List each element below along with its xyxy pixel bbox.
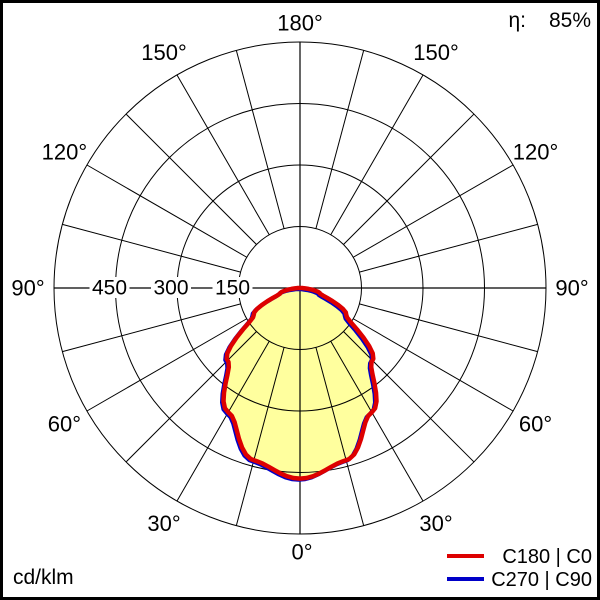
radial-axis-labels: 150 300 450 <box>89 277 253 300</box>
grid-spoke <box>125 331 257 463</box>
grid-spoke <box>62 303 241 353</box>
legend-item-c270-c90: C270 | C90 <box>447 569 592 591</box>
legend-item-c180-c0: C180 | C0 <box>447 546 592 568</box>
grid-spoke <box>359 303 538 353</box>
angle-tick-label: 90° <box>11 276 44 301</box>
radial-tick-label: 150 <box>215 277 250 300</box>
angle-tick-label: 90° <box>555 276 588 301</box>
unit-label: cd/klm <box>13 566 74 589</box>
angle-tick-label: 150° <box>413 40 459 65</box>
angle-tick-label: 60° <box>48 412 81 437</box>
grid-spoke <box>176 341 270 502</box>
grid-spoke <box>86 164 247 258</box>
radial-label-chip <box>212 277 253 298</box>
angle-axis-labels: 0° 30° 30° 60° 60° 90° 90° 120° 120° 150° 150° 180° <box>11 11 588 565</box>
radial-label-chip <box>151 277 191 298</box>
grid-spoke <box>125 113 257 245</box>
grid-spoke <box>343 331 475 463</box>
efficiency-readout: η: 85% <box>508 9 591 32</box>
grid-spoke <box>359 223 538 273</box>
angle-tick-label: 0° <box>291 540 312 565</box>
angle-tick-label: 120° <box>513 140 559 165</box>
angle-tick-label: 150° <box>141 40 187 65</box>
angle-tick-label: 120° <box>42 140 88 165</box>
angle-tick-label: 30° <box>419 511 452 536</box>
grid-spoke <box>235 347 285 526</box>
grid-spoke <box>330 341 424 502</box>
grid-spoke <box>353 164 514 258</box>
grid-spoke <box>343 113 475 245</box>
curve-c180-c0 <box>221 285 379 481</box>
grid-spoke <box>86 318 247 412</box>
radial-tick-label: 300 <box>153 277 188 300</box>
grid-spoke <box>315 50 365 229</box>
grid-spoke <box>235 50 285 229</box>
legend: C180 | C0 C270 | C90 <box>447 546 592 591</box>
grid-spoke <box>176 74 270 235</box>
angle-tick-label: 60° <box>519 412 552 437</box>
efficiency-label: η: <box>508 9 526 32</box>
angle-tick-label: 30° <box>147 511 180 536</box>
grid-spoke <box>315 347 365 526</box>
legend-label-c270-c90: C270 | C90 <box>491 569 592 591</box>
grid-spoke <box>330 74 424 235</box>
radial-label-chip <box>89 277 130 298</box>
grid-spoke <box>62 223 241 273</box>
efficiency-value: 85% <box>549 9 591 32</box>
radial-tick-label: 450 <box>92 277 127 300</box>
polar-grid <box>53 41 547 535</box>
angle-tick-label: 180° <box>277 11 323 36</box>
grid-spoke <box>353 318 514 412</box>
legend-label-c180-c0: C180 | C0 <box>502 546 592 568</box>
